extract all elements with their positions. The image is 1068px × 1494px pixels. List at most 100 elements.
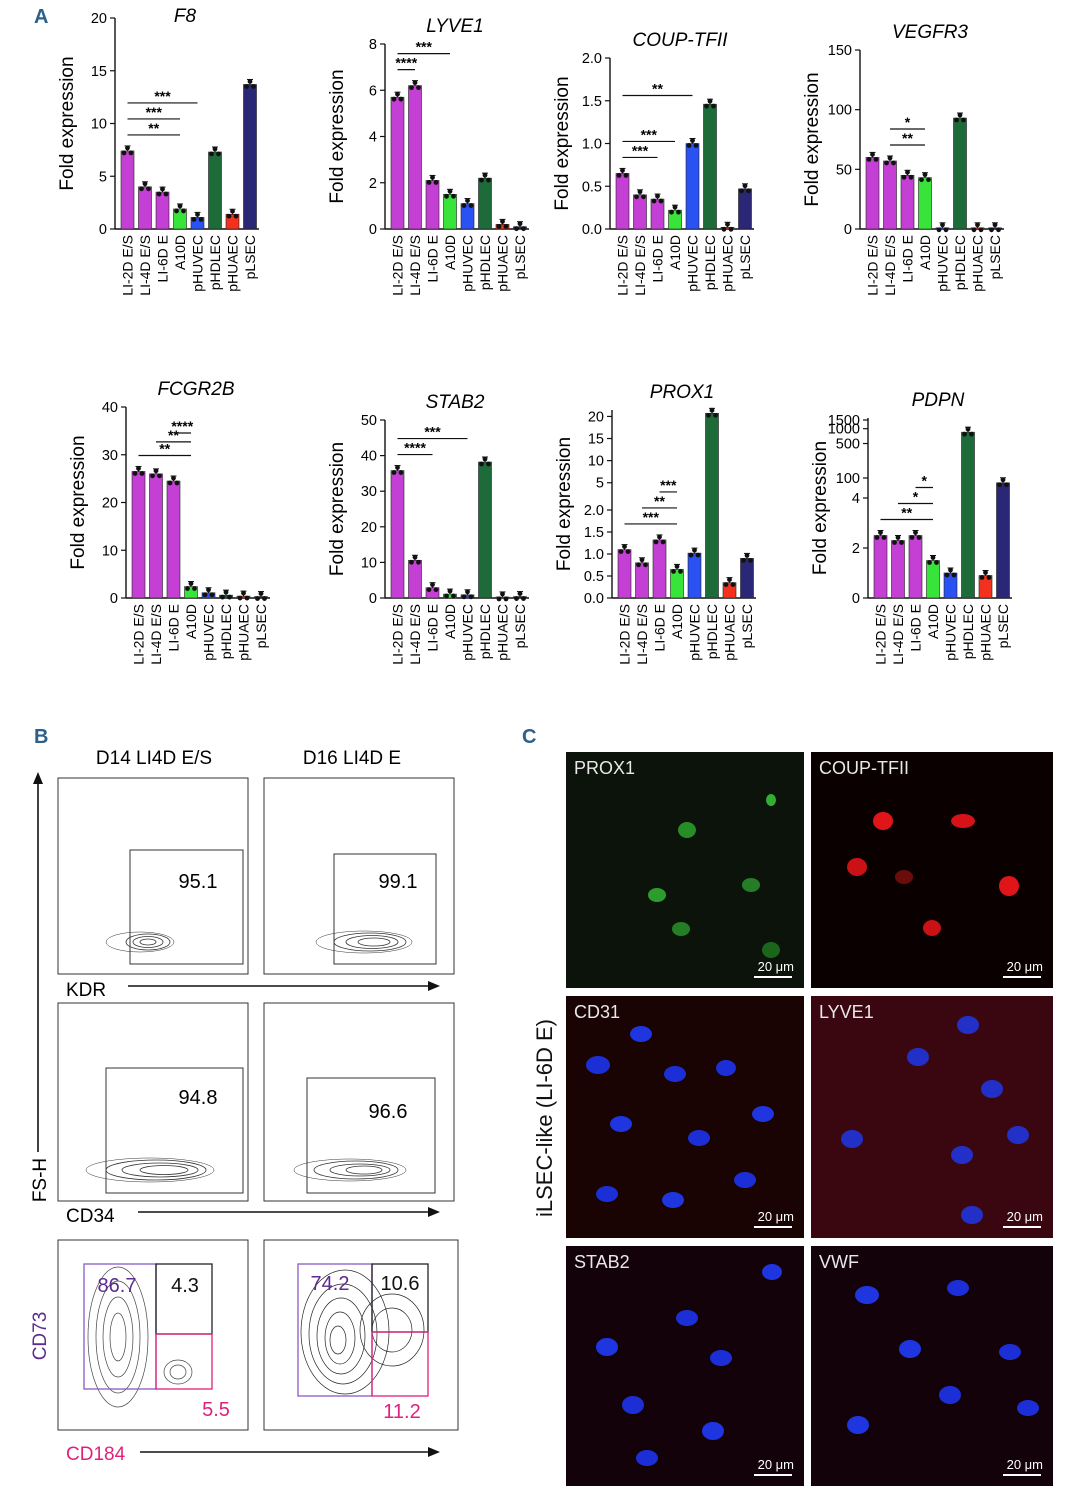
data-point-0-1-1 — [142, 181, 148, 187]
data-point-3-5-1 — [957, 112, 963, 118]
gate-kdr-2 — [333, 853, 437, 965]
data-point-4-1-0 — [150, 473, 155, 479]
category-label-4-3: A10D — [183, 604, 199, 639]
data-point-3-0-1 — [870, 152, 875, 157]
chart-title-2: COUP-TFII — [633, 30, 729, 51]
significance-label-1-0: **** — [395, 55, 417, 71]
panel-label-c: C — [522, 726, 537, 748]
data-point-4-3-2 — [192, 586, 197, 591]
data-point-3-4-2 — [943, 227, 949, 233]
category-label-7-1: LI-4D E/S — [890, 604, 906, 665]
panel-label-b: B — [34, 726, 49, 748]
category-label-1-6: pHUAEC — [495, 235, 511, 292]
data-point-0-0-1 — [125, 145, 130, 151]
bar-0-2 — [155, 191, 170, 230]
bar-6-7 — [740, 558, 754, 599]
data-point-6-3-0 — [671, 569, 676, 574]
data-point-3-2-0 — [901, 174, 907, 180]
bar-6-2 — [652, 539, 667, 599]
data-point-1-2-0 — [426, 180, 432, 185]
bar-4-0 — [131, 471, 146, 599]
data-point-6-5-2 — [713, 412, 718, 418]
data-point-5-3-2 — [451, 593, 456, 599]
category-label-5-6: pHUAEC — [495, 604, 511, 661]
gate-kdr-1 — [129, 849, 244, 965]
category-label-4-0: LI-2D E/S — [131, 604, 147, 665]
flow-col-title-2: D16 LI4D E — [303, 748, 401, 769]
data-point-3-2-1 — [905, 169, 910, 175]
data-point-3-5-0 — [954, 117, 959, 123]
bar-1-2 — [425, 180, 440, 230]
category-label-0-3: A10D — [172, 235, 188, 270]
data-point-2-6-1 — [725, 221, 730, 227]
data-point-3-4-1 — [940, 222, 945, 228]
data-point-7-5-1 — [965, 426, 971, 432]
micrograph-label-lyve1: LYVE1 — [819, 1002, 874, 1022]
data-point-3-6-1 — [975, 222, 980, 228]
significance-label-5-0: **** — [404, 440, 426, 456]
flow-plot-cd34-1 — [57, 1002, 249, 1202]
bar-7-5 — [961, 431, 975, 599]
bar-3-3 — [918, 177, 932, 230]
data-point-2-7-0 — [739, 188, 744, 194]
data-point-0-4-2 — [198, 216, 204, 222]
y-tick-label-7-1: 2 — [852, 541, 860, 557]
micrograph-stab2: STAB2 20 μm — [566, 1246, 804, 1486]
y-axis-label-7: Fold expression — [810, 441, 831, 575]
data-point-3-7-1 — [992, 222, 998, 228]
category-label-2-0: LI-2D E/S — [615, 235, 631, 296]
y-tick-label-7-3: 100 — [836, 471, 860, 487]
data-point-1-4-0 — [461, 203, 467, 208]
y-tick-label-5-4: 40 — [361, 449, 377, 465]
y-tick-label-6-3: 1.5 — [584, 525, 604, 541]
flow-x-label-kdr: KDR — [66, 980, 106, 1001]
data-point-6-7-2 — [748, 558, 753, 563]
flow-plot-kdr-1 — [57, 777, 249, 975]
bar-3-2 — [900, 175, 915, 230]
bar-2-5 — [703, 103, 717, 230]
data-point-3-3-0 — [919, 177, 924, 183]
y-tick-label-7-6: 1500 — [828, 413, 860, 429]
data-point-6-4-2 — [695, 552, 701, 558]
y-tick-label-6-6: 10 — [588, 454, 604, 470]
bar-4-2 — [166, 480, 181, 599]
bar-1-3 — [443, 194, 457, 230]
data-point-7-5-0 — [962, 431, 967, 437]
data-point-0-1-2 — [146, 186, 151, 192]
micrograph-label-stab2: STAB2 — [574, 1252, 630, 1272]
data-point-0-4-1 — [195, 211, 200, 217]
y-tick-label-1-3: 6 — [369, 83, 377, 99]
data-point-4-5-1 — [223, 589, 229, 595]
bar-7-3 — [926, 560, 940, 599]
data-point-6-1-1 — [639, 557, 645, 563]
y-tick-label-2-1: 0.5 — [582, 179, 602, 195]
data-point-0-6-2 — [233, 213, 239, 219]
bar-6-5 — [705, 413, 719, 599]
data-point-2-0-1 — [620, 168, 625, 173]
data-point-2-7-1 — [742, 183, 748, 189]
category-label-2-4: pHUVEC — [685, 235, 701, 292]
micrograph-prox1: PROX1 20 μm — [566, 752, 804, 988]
category-label-1-3: A10D — [442, 235, 458, 270]
micrograph-label-coup-tfii: COUP-TFII — [819, 758, 909, 778]
y-tick-label-6-4: 2.0 — [584, 503, 604, 519]
category-label-7-4: pHUVEC — [943, 604, 959, 661]
data-point-6-0-2 — [625, 549, 631, 554]
gate-cd184-pos-2 — [371, 1331, 429, 1397]
category-label-0-4: pHUVEC — [190, 235, 206, 292]
y-tick-label-2-3: 1.5 — [582, 94, 602, 110]
data-point-5-4-1 — [465, 589, 470, 595]
scale-bar — [1003, 1226, 1041, 1228]
category-label-6-2: LI-6D E — [652, 604, 668, 651]
data-point-3-1-0 — [884, 160, 889, 166]
data-point-2-6-0 — [721, 226, 727, 232]
flow-cytometry-panel: D14 LI4D E/S D16 LI4D E FS-H 95.1 99.1 K… — [30, 748, 459, 1465]
data-point-7-2-2 — [916, 535, 922, 540]
category-label-3-2: LI-6D E — [900, 235, 916, 282]
data-point-1-4-2 — [468, 203, 474, 208]
data-point-1-6-0 — [496, 223, 502, 229]
contour-kdr-2 — [315, 930, 413, 954]
data-point-0-5-1 — [212, 146, 218, 152]
data-point-4-3-0 — [185, 586, 190, 591]
data-point-3-2-2 — [908, 174, 914, 180]
